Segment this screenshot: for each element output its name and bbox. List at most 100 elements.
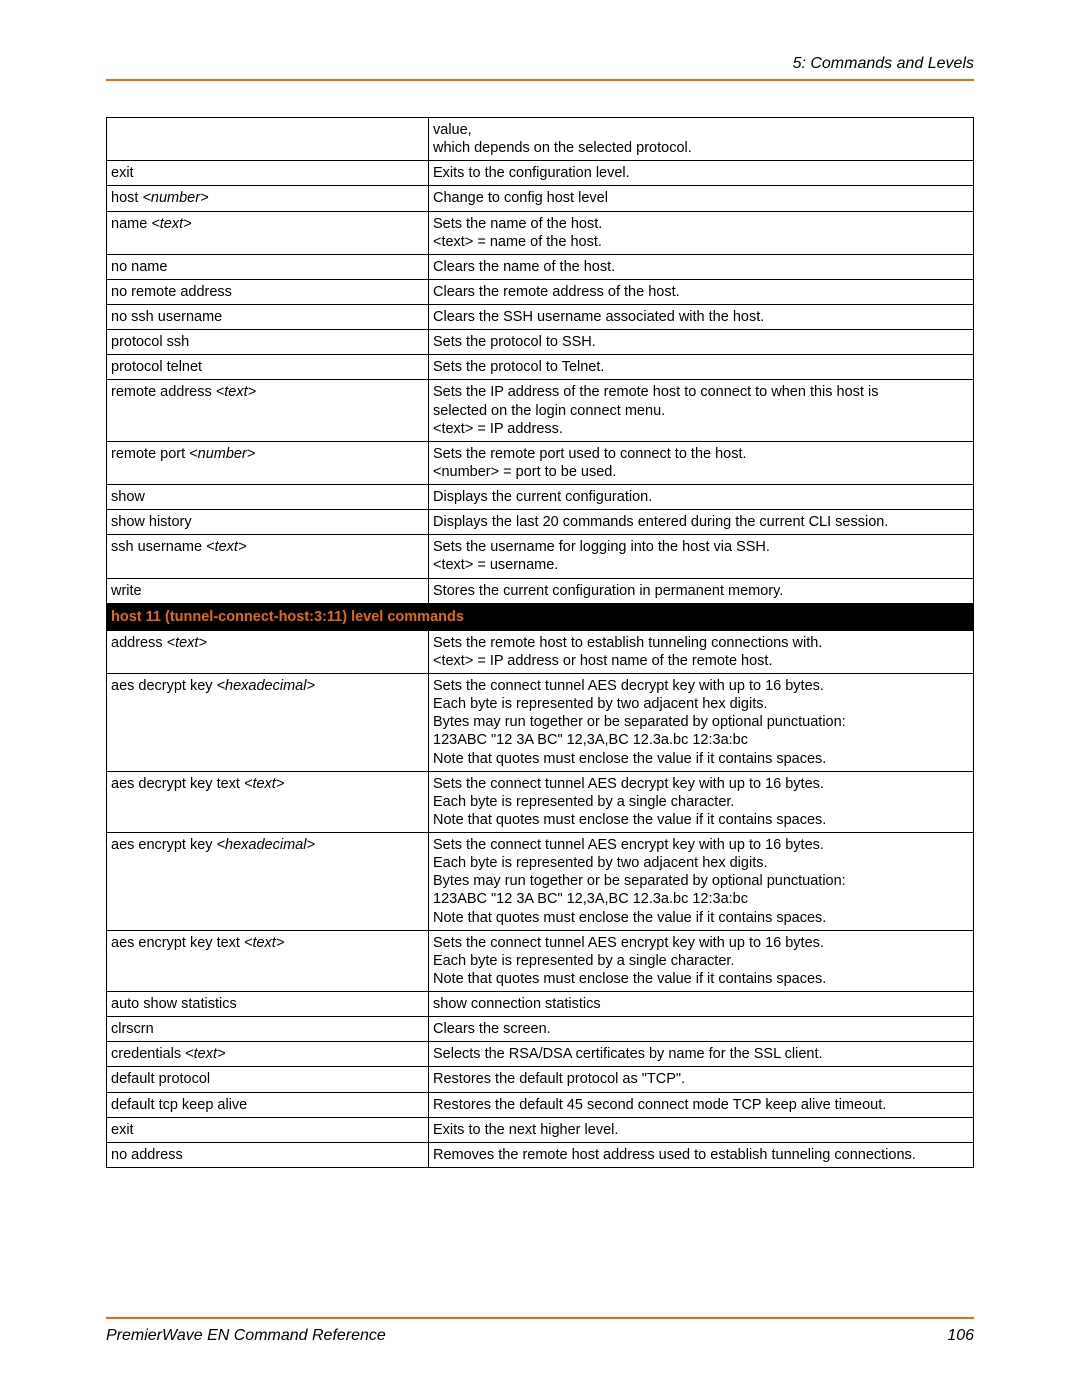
table-row: name <text>Sets the name of the host. <t… <box>107 211 974 254</box>
description-cell: Exits to the next higher level. <box>429 1117 974 1142</box>
description-cell: Sets the connect tunnel AES decrypt key … <box>429 771 974 832</box>
command-text: name <box>111 216 151 232</box>
command-text: default protocol <box>111 1071 210 1087</box>
page-content: 5: Commands and Levels value, which depe… <box>106 55 974 1168</box>
table-row: aes encrypt key <hexadecimal>Sets the co… <box>107 833 974 931</box>
command-cell: show <box>107 485 429 510</box>
table-row: no remote addressClears the remote addre… <box>107 279 974 304</box>
command-cell: no address <box>107 1142 429 1167</box>
description-cell: Displays the last 20 commands entered du… <box>429 510 974 535</box>
table-row: aes encrypt key text <text>Sets the conn… <box>107 930 974 991</box>
command-cell: host <number> <box>107 186 429 211</box>
command-text: exit <box>111 165 134 181</box>
table-row: protocol telnet Sets the protocol to Teln… <box>107 355 974 380</box>
command-cell: exit <box>107 161 429 186</box>
table-row: host <number>Change to config host level <box>107 186 974 211</box>
command-table: value, which depends on the selected pro… <box>106 117 974 1168</box>
description-cell: Sets the remote port used to connect to … <box>429 441 974 484</box>
description-cell: show connection statistics <box>429 992 974 1017</box>
chapter-header: 5: Commands and Levels <box>106 55 974 79</box>
table-row: no address Removes the remote host addres… <box>107 1142 974 1167</box>
description-cell: Clears the name of the host. <box>429 254 974 279</box>
table-row: show Displays the current configuration. <box>107 485 974 510</box>
command-cell <box>107 118 429 161</box>
command-param: <text> <box>167 635 207 651</box>
command-cell: aes decrypt key <hexadecimal> <box>107 674 429 772</box>
command-cell: aes encrypt key text <text> <box>107 930 429 991</box>
table-row: aes decrypt key <hexadecimal>Sets the co… <box>107 674 974 772</box>
table-row: aes decrypt key text <text> Sets the conn… <box>107 771 974 832</box>
page-footer: PremierWave EN Command Reference 106 <box>106 1317 974 1345</box>
command-param: <text> <box>185 1046 225 1062</box>
description-cell: Selects the RSA/DSA certificates by name… <box>429 1042 974 1067</box>
table-row: no name Clears the name of the host. <box>107 254 974 279</box>
command-cell: write <box>107 578 429 603</box>
table-row: show historyDisplays the last 20 command… <box>107 510 974 535</box>
description-cell: Displays the current configuration. <box>429 485 974 510</box>
command-cell: no ssh username <box>107 305 429 330</box>
description-cell: Sets the IP address of the remote host t… <box>429 380 974 441</box>
command-text: credentials <box>111 1046 185 1062</box>
command-text: no name <box>111 259 167 275</box>
command-param: <number> <box>142 190 208 206</box>
description-cell: Restores the default 45 second connect m… <box>429 1092 974 1117</box>
table-row: writeStores the current configuration in… <box>107 578 974 603</box>
command-cell: address <text> <box>107 630 429 673</box>
command-cell: protocol telnet <box>107 355 429 380</box>
description-cell: Restores the default protocol as "TCP". <box>429 1067 974 1092</box>
command-cell: show history <box>107 510 429 535</box>
command-text: ssh username <box>111 539 206 555</box>
command-param: <text> <box>151 216 191 232</box>
footer-page-number: 106 <box>947 1327 974 1345</box>
command-param: <number> <box>189 446 255 462</box>
table-row: default protocol Restores the default pro… <box>107 1067 974 1092</box>
section-header-cell: host 11 (tunnel-connect-host:3:11) level… <box>107 603 974 630</box>
table-row: exit Exits to the next higher level. <box>107 1117 974 1142</box>
command-text: auto show statistics <box>111 996 237 1012</box>
command-text: aes decrypt key text <box>111 776 244 792</box>
command-text: no ssh username <box>111 309 222 325</box>
description-cell: Sets the name of the host. <text> = name… <box>429 211 974 254</box>
command-cell: remote port <number> <box>107 441 429 484</box>
description-cell: Clears the SSH username associated with … <box>429 305 974 330</box>
table-row: exitExits to the configuration level. <box>107 161 974 186</box>
command-text: clrscrn <box>111 1021 154 1037</box>
command-cell: exit <box>107 1117 429 1142</box>
command-text: remote address <box>111 384 216 400</box>
command-cell: remote address <text> <box>107 380 429 441</box>
description-cell: Removes the remote host address used to … <box>429 1142 974 1167</box>
command-text: aes encrypt key <box>111 837 217 853</box>
command-text: show <box>111 489 145 505</box>
command-cell: clrscrn <box>107 1017 429 1042</box>
footer-title: PremierWave EN Command Reference <box>106 1327 386 1344</box>
command-param: <text> <box>244 935 284 951</box>
description-cell: Clears the screen. <box>429 1017 974 1042</box>
command-text: address <box>111 635 167 651</box>
command-cell: default protocol <box>107 1067 429 1092</box>
description-cell: Change to config host level <box>429 186 974 211</box>
command-text: host <box>111 190 142 206</box>
description-cell: Sets the connect tunnel AES decrypt key … <box>429 674 974 772</box>
command-param: <hexadecimal> <box>217 678 315 694</box>
description-cell: Sets the remote host to establish tunnel… <box>429 630 974 673</box>
command-text: remote port <box>111 446 189 462</box>
table-row: auto show statistics show connection stat… <box>107 992 974 1017</box>
command-cell: name <text> <box>107 211 429 254</box>
command-text: default tcp keep alive <box>111 1097 247 1113</box>
table-row: no ssh username Clears the SSH username a… <box>107 305 974 330</box>
command-text: no remote address <box>111 284 232 300</box>
command-param: <text> <box>244 776 284 792</box>
description-cell: Sets the connect tunnel AES encrypt key … <box>429 930 974 991</box>
command-text: exit <box>111 1122 134 1138</box>
command-text: no address <box>111 1147 183 1163</box>
description-cell: Sets the protocol to Telnet. <box>429 355 974 380</box>
command-param: <text> <box>206 539 246 555</box>
command-cell: no remote address <box>107 279 429 304</box>
table-row: host 11 (tunnel-connect-host:3:11) level… <box>107 603 974 630</box>
command-cell: credentials <text> <box>107 1042 429 1067</box>
table-row: address <text>Sets the remote host to es… <box>107 630 974 673</box>
command-text: protocol telnet <box>111 359 202 375</box>
description-cell: Stores the current configuration in perm… <box>429 578 974 603</box>
table-row: protocol sshSets the protocol to SSH. <box>107 330 974 355</box>
table-row: clrscrn Clears the screen. <box>107 1017 974 1042</box>
